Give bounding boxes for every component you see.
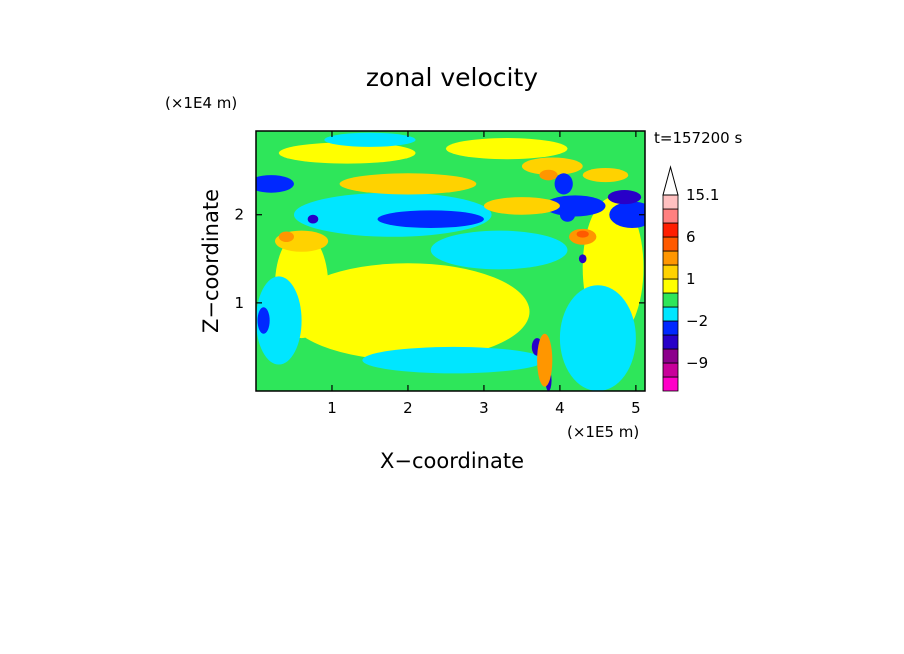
colorbar-label: 1 <box>686 270 696 288</box>
colorbar-label: −2 <box>686 312 708 330</box>
heatmap-region-22 <box>278 231 294 243</box>
heatmap-region-31 <box>257 307 270 334</box>
colorbar-band-2 <box>662 348 679 364</box>
heatmap-region-15 <box>339 173 477 195</box>
time-label: t=157200 s <box>654 129 742 147</box>
heatmap-region-21 <box>539 169 558 181</box>
plot-frame <box>255 130 646 392</box>
heatmap-region-14 <box>609 201 645 228</box>
colorbar-band-1 <box>662 362 679 378</box>
x-tick-label: 3 <box>479 399 489 417</box>
x-tick-label: 5 <box>631 399 641 417</box>
heatmap-region-8 <box>559 285 636 391</box>
y-axis-label: Z−coordinate <box>199 189 223 333</box>
colorbar-band-4 <box>662 320 679 336</box>
colorbar: 15.1 6 1 −2 −9 <box>662 165 719 392</box>
heatmap-region-25 <box>307 214 319 224</box>
colorbar-band-13 <box>662 194 679 210</box>
heatmap-region-29 <box>554 173 573 195</box>
heatmap-region-6 <box>430 230 568 270</box>
x-multiplier-label: (×1E5 m) <box>567 423 639 441</box>
heatmap-region-9 <box>362 346 545 374</box>
chart-title: zonal velocity <box>366 63 538 92</box>
x-tick-label: 4 <box>555 399 565 417</box>
colorbar-band-12 <box>662 208 679 224</box>
heatmap-region-2 <box>445 138 568 160</box>
y-multiplier-label: (×1E4 m) <box>165 94 237 112</box>
heatmap-region-12 <box>544 195 606 217</box>
colorbar-band-6 <box>662 292 679 308</box>
colorbar-band-9 <box>662 250 679 266</box>
colorbar-band-0 <box>662 376 679 392</box>
colorbar-label: 6 <box>686 228 696 246</box>
x-axis-label: X−coordinate <box>380 449 524 473</box>
heatmap-region-11 <box>377 210 484 228</box>
heatmap-region-32 <box>537 333 553 387</box>
colorbar-band-8 <box>662 264 679 280</box>
heatmap-region-30 <box>559 207 576 222</box>
heatmap-region-10 <box>324 132 416 147</box>
heatmap-region-0 <box>286 263 530 361</box>
y-tick-label: 2 <box>234 206 244 224</box>
colorbar-band-7 <box>662 278 679 294</box>
heatmap-field <box>256 131 645 391</box>
colorbar-label: −9 <box>686 354 708 372</box>
heatmap-region-23 <box>576 230 589 238</box>
heatmap-region-1 <box>278 142 416 164</box>
colorbar-band-10 <box>662 236 679 252</box>
heatmap-region-18 <box>521 157 583 176</box>
colorbar-band-11 <box>662 222 679 238</box>
colorbar-label: 15.1 <box>686 186 719 204</box>
colorbar-band-5 <box>662 306 679 322</box>
heatmap-region-28 <box>578 254 587 264</box>
x-tick-label: 1 <box>327 399 337 417</box>
x-tick-label: 2 <box>403 399 413 417</box>
x-axis: 1 2 3 4 5 <box>327 131 641 417</box>
colorbar-arrow <box>662 165 679 196</box>
heatmap-region-24 <box>607 190 642 205</box>
heatmap-region-19 <box>582 168 629 183</box>
heatmap-region-7 <box>256 276 302 365</box>
y-axis: 12 <box>234 206 645 312</box>
colorbar-band-3 <box>662 334 679 350</box>
heatmap-region-13 <box>256 175 294 193</box>
heatmap-region-16 <box>483 197 560 215</box>
y-tick-label: 1 <box>234 294 244 312</box>
